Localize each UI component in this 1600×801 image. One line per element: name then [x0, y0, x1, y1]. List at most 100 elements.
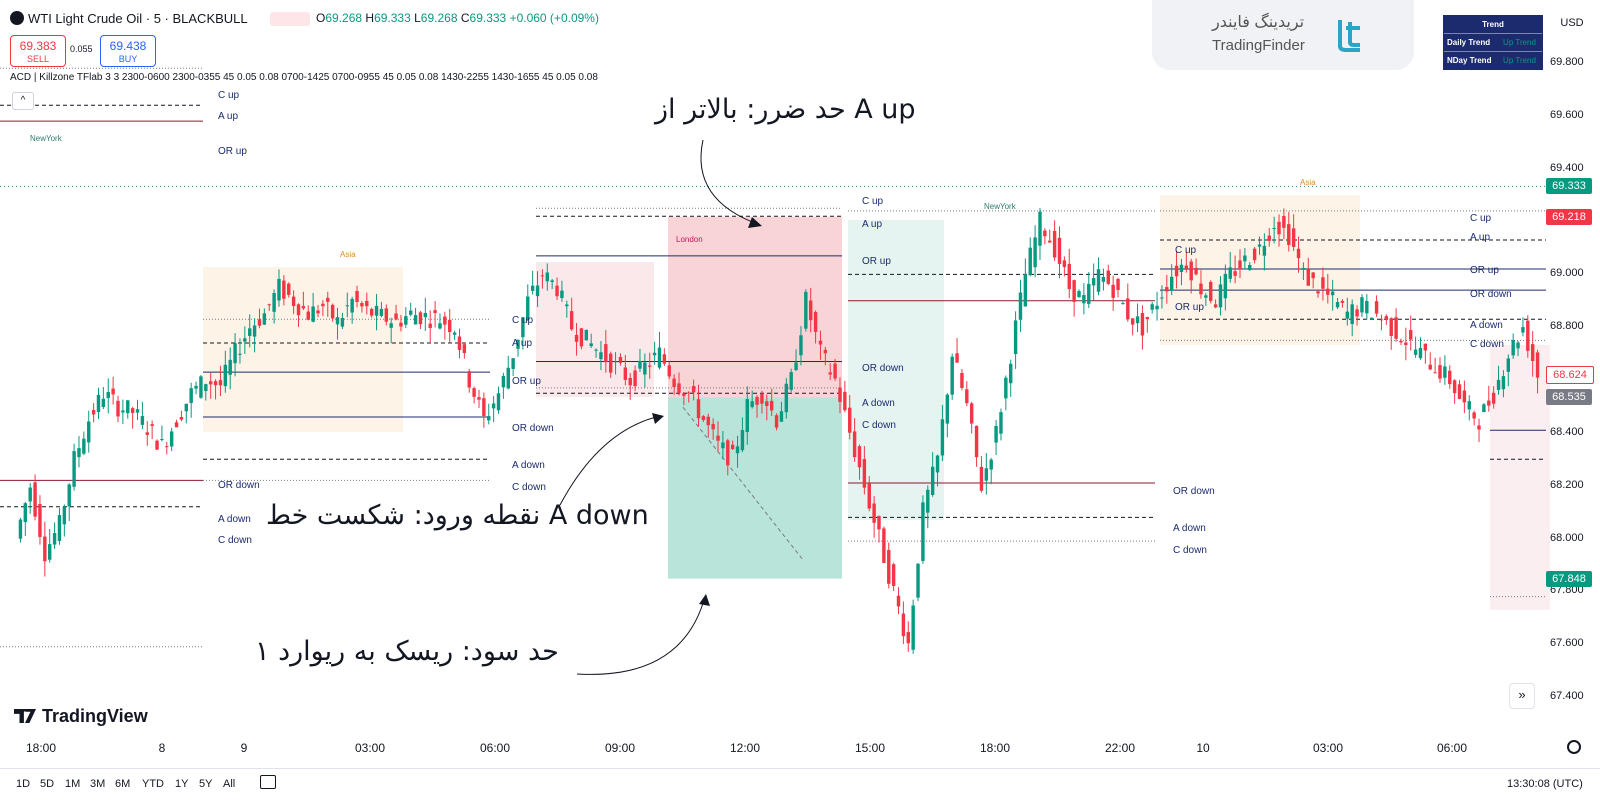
level-label-a-up: A up — [862, 219, 883, 230]
range-button-1m[interactable]: 1M — [65, 778, 81, 790]
candle-down — [540, 275, 545, 277]
candle-up — [613, 361, 618, 363]
candle-down — [867, 483, 871, 509]
candle-down — [818, 340, 823, 345]
candle-up — [77, 448, 81, 458]
candle-down — [838, 387, 842, 402]
candle-up — [740, 430, 745, 451]
candle-up — [1262, 245, 1267, 256]
range-button-1d[interactable]: 1D — [16, 778, 31, 790]
range-button-5y[interactable]: 5Y — [199, 778, 213, 790]
candle-down — [701, 416, 706, 420]
candle-up — [487, 416, 491, 421]
candle-up — [62, 506, 67, 525]
symbol-title[interactable]: WTI Light Crude Oil · 5 · BLACKBULL — [28, 11, 248, 26]
candle-up — [657, 347, 662, 368]
candle-down — [765, 401, 769, 407]
candle-down — [1043, 230, 1047, 237]
candle-up — [82, 438, 86, 454]
range-button-3m[interactable]: 3M — [90, 778, 106, 790]
candle-up — [199, 376, 203, 398]
range-button-6m[interactable]: 6M — [115, 778, 131, 790]
candle-up — [140, 416, 145, 425]
candle-down — [1062, 260, 1067, 268]
candle-up — [311, 306, 315, 322]
candle-down — [1306, 269, 1310, 286]
level-label-a-down: A down — [512, 460, 545, 471]
candle-down — [267, 304, 271, 306]
candle-down — [965, 389, 969, 404]
candle-down — [1052, 230, 1057, 258]
range-button-ytd[interactable]: YTD — [142, 778, 164, 790]
candle-down — [604, 344, 608, 363]
candle-up — [589, 343, 593, 347]
sell-button[interactable]: 69.383 SELL — [10, 35, 66, 67]
candle-down — [1199, 283, 1203, 295]
candle-down — [901, 613, 906, 637]
range-button-1y[interactable]: 1Y — [175, 778, 189, 790]
candle-down — [623, 367, 628, 380]
level-label-c-up: C up — [1175, 245, 1197, 256]
candle-up — [1179, 264, 1184, 272]
candle-up — [584, 329, 589, 341]
candle-up — [96, 394, 101, 413]
candle-down — [155, 440, 159, 450]
candle-up — [1013, 320, 1018, 355]
candle-down — [457, 336, 462, 350]
candle-down — [399, 322, 403, 327]
annotation-entry: نقطه ورود: شکست خط A down — [266, 500, 649, 531]
currency-selector[interactable]: USD — [1560, 17, 1584, 29]
candle-down — [1389, 318, 1393, 336]
candle-up — [638, 360, 642, 369]
candle-up — [916, 563, 920, 598]
buy-button[interactable]: 69.438 BUY — [100, 35, 156, 67]
candle-down — [1189, 261, 1193, 281]
candle-down — [1472, 412, 1476, 419]
range-button-5d[interactable]: 5D — [40, 778, 55, 790]
candle-up — [1218, 284, 1223, 308]
candle-up — [779, 411, 784, 422]
session-label-asia: Asia — [340, 250, 356, 259]
candle-up — [491, 403, 496, 409]
settings-gear-icon[interactable] — [1567, 740, 1581, 754]
candle-up — [1038, 211, 1042, 246]
candle-up — [1443, 366, 1447, 378]
candle-up — [404, 316, 408, 325]
candle-down — [1296, 248, 1301, 259]
candle-up — [262, 313, 267, 325]
candle-up — [1350, 304, 1354, 325]
candle-down — [774, 415, 779, 428]
range-button-all[interactable]: All — [223, 778, 236, 790]
candle-down — [111, 388, 115, 395]
candle-down — [282, 280, 286, 299]
annotation-take-profit: حد سود: ریسک به ریوارد ۱ — [255, 636, 559, 667]
candle-down — [218, 380, 223, 386]
annotation-arrow — [576, 599, 705, 675]
candle-down — [472, 388, 476, 397]
candle-down — [1394, 317, 1398, 339]
tradingfinder-english-name: TradingFinder — [1212, 37, 1305, 54]
candle-up — [535, 285, 540, 297]
tradingview-logo-icon — [14, 709, 36, 723]
candle-up — [135, 409, 140, 413]
scroll-to-realtime-button[interactable]: » — [1509, 683, 1535, 709]
candle-up — [1272, 228, 1276, 230]
candle-up — [184, 403, 189, 412]
calendar-icon[interactable] — [260, 775, 276, 789]
session-label-newyork: NewYork — [30, 134, 62, 143]
candle-down — [145, 432, 149, 435]
candle-down — [482, 398, 486, 416]
candle-up — [87, 421, 91, 443]
candle-down — [1321, 277, 1325, 289]
candle-down — [1184, 265, 1189, 269]
tradingfinder-logo-icon — [1338, 20, 1360, 52]
indicator-legend[interactable]: ACD | Killzone TFlab 3 3 2300-0600 2300-… — [10, 72, 598, 83]
collapse-legend-button[interactable]: ^ — [12, 92, 34, 110]
candle-down — [369, 308, 374, 316]
clock[interactable]: 13:30:08 (UTC) — [1507, 778, 1583, 790]
candle-down — [1130, 318, 1135, 325]
candle-down — [150, 424, 154, 426]
candle-up — [413, 315, 418, 325]
compare-icon[interactable] — [270, 12, 310, 26]
